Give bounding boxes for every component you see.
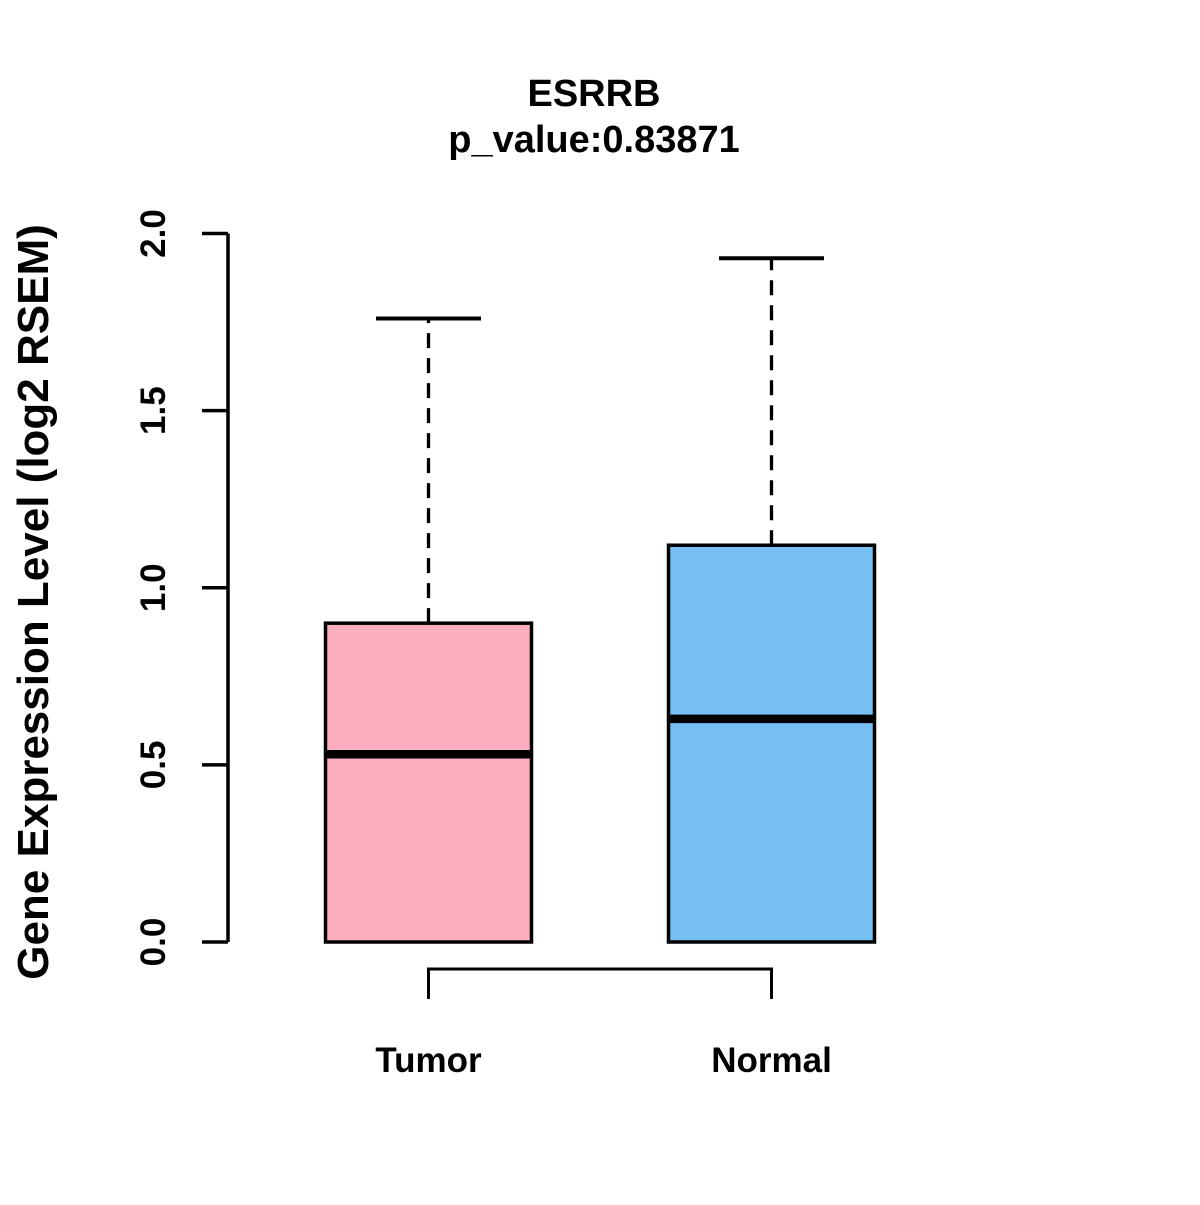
y-axis: 0.0 0.5 1.0 1.5 2.0: [134, 209, 230, 967]
comparison-bracket: [427, 967, 773, 999]
x-label-normal: Normal: [711, 1041, 832, 1080]
box-tumor: [323, 621, 534, 944]
y-axis-title: Gene Expression Level (log2 RSEM): [9, 224, 58, 980]
plot-area: [323, 256, 877, 999]
box-normal: [666, 543, 877, 944]
x-label-tumor: Tumor: [375, 1041, 482, 1080]
x-axis-labels: Tumor Normal: [375, 1041, 831, 1080]
y-tick-label: 2.0: [134, 209, 173, 258]
y-tick-label: 1.5: [134, 386, 173, 435]
chart-subtitle: p_value:0.83871: [448, 119, 740, 161]
y-tick-label: 1.0: [134, 563, 173, 612]
chart-title: ESRRB: [527, 73, 660, 115]
y-tick-label: 0.5: [134, 741, 173, 790]
y-tick-label: 0.0: [134, 918, 173, 967]
